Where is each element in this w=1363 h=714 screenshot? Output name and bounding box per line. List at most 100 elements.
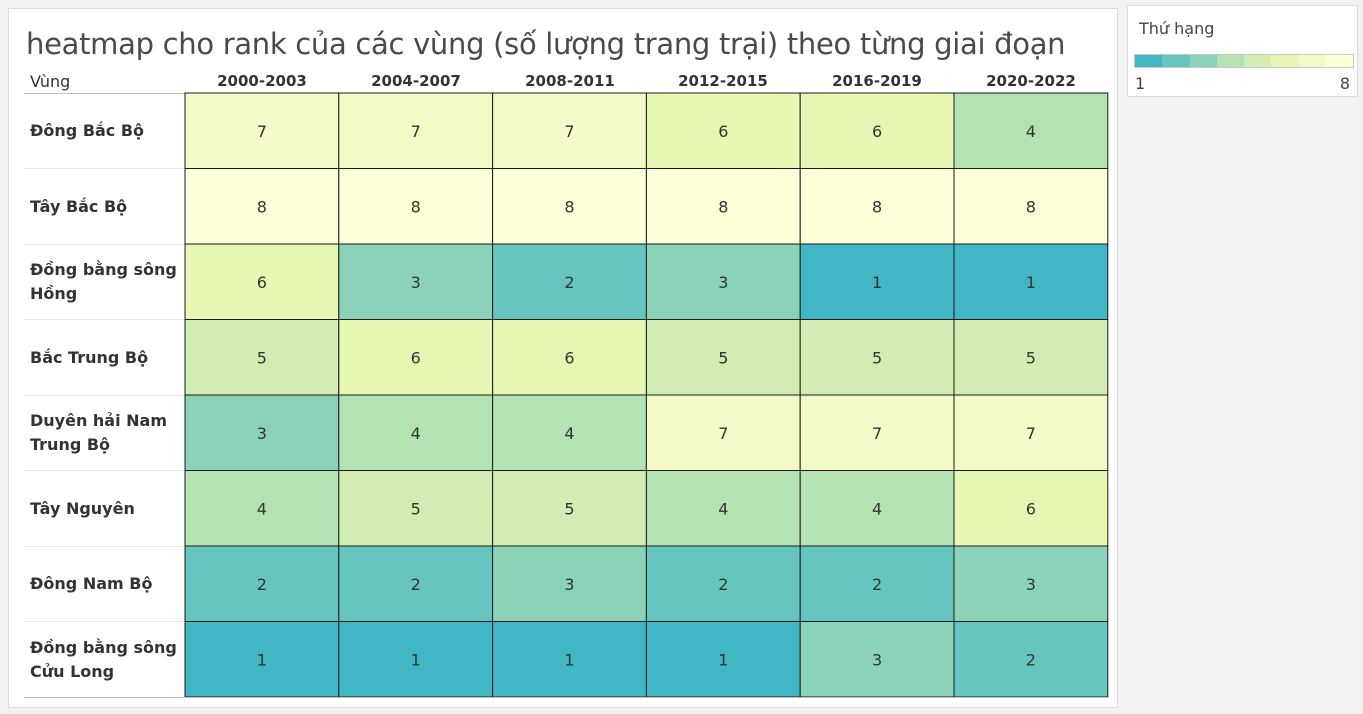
heatmap-cell [953, 92, 1109, 169]
cell-value-label: 6 [718, 122, 728, 141]
heatmap-cell [799, 168, 955, 245]
row-separator [24, 546, 185, 547]
row-separator [24, 319, 185, 320]
cell-value-label: 7 [718, 424, 728, 443]
legend-swatch [1271, 55, 1299, 67]
legend-title: Thứ hạng [1139, 19, 1215, 38]
legend-swatch [1135, 55, 1163, 67]
column-label: 2020-2022 [986, 72, 1076, 90]
legend-color-ramp [1134, 54, 1354, 68]
heatmap-cell [645, 92, 801, 169]
cell-value-label: 6 [411, 348, 421, 367]
legend-min-label: 1 [1135, 74, 1146, 93]
cell-value-label: 3 [564, 575, 574, 594]
heatmap-cell [645, 319, 801, 396]
cell-value-label: 7 [411, 122, 421, 141]
heatmap-cell [184, 621, 340, 698]
cell-value-label: 1 [564, 650, 574, 669]
heatmap-cell [492, 92, 647, 169]
legend-swatch [1298, 55, 1326, 67]
heatmap-cell [184, 168, 340, 245]
cell-value-label: 7 [257, 122, 267, 141]
heatmap-cell [953, 394, 1109, 471]
cell-value-label: 6 [257, 273, 267, 292]
row-label: Bắc Trung Bộ [30, 347, 149, 367]
cell-value-label: 4 [564, 424, 574, 443]
heatmap-cell [184, 243, 340, 320]
row-label: Đồng bằng sông Hồng [30, 259, 177, 303]
legend-swatch [1325, 55, 1353, 67]
legend-swatch [1244, 55, 1272, 67]
row-header-label: Vùng [30, 72, 71, 91]
cell-value-label: 8 [257, 197, 267, 216]
heatmap-cell [953, 243, 1109, 320]
row-label: Tây Bắc Bộ [30, 196, 128, 216]
heatmap-cell [799, 621, 955, 698]
cell-value-label: 2 [257, 575, 267, 594]
heatmap-cell [799, 92, 955, 169]
heatmap-cell [645, 545, 801, 622]
cell-value-label: 2 [411, 575, 421, 594]
cell-value-label: 7 [564, 122, 574, 141]
legend-panel: Thứ hạng 1 8 [1127, 5, 1358, 97]
heatmap-cell [799, 394, 955, 471]
cell-value-label: 2 [872, 575, 882, 594]
heatmap-cell [184, 92, 340, 169]
cell-value-label: 3 [1026, 575, 1036, 594]
column-label: 2008-2011 [525, 72, 615, 90]
heatmap-cell [338, 319, 494, 396]
heatmap-cell [492, 394, 647, 471]
bottom-divider [24, 697, 1108, 698]
heatmap-cell [799, 319, 955, 396]
cell-value-label: 6 [1026, 499, 1036, 518]
heatmap-cell [338, 621, 494, 698]
cell-value-label: 6 [872, 122, 882, 141]
cell-value-label: 1 [257, 650, 267, 669]
cell-value-label: 5 [564, 499, 574, 518]
cell-value-label: 3 [257, 424, 267, 443]
heatmap-grid: 7 7 7 6 6 4 8 8 8 8 8 8 6 3 2 3 1 1 5 6 6 5 5 5 3 4 4 7 7 7 4 5 5 4 4 6 2 2 3 2… [184, 92, 1109, 698]
column-label: 2000-2003 [217, 72, 307, 90]
cell-value-label: 4 [257, 499, 267, 518]
heatmap-cell [492, 621, 647, 698]
heatmap-cell [492, 243, 647, 320]
heatmap-cell [953, 545, 1109, 622]
legend-swatch [1162, 55, 1190, 67]
cell-value-label: 5 [872, 348, 882, 367]
row-label: Đông Bắc Bộ [30, 120, 145, 140]
cell-value-label: 1 [411, 650, 421, 669]
heatmap-cell [953, 319, 1109, 396]
column-label: 2016-2019 [832, 72, 922, 90]
cell-value-label: 1 [718, 650, 728, 669]
cell-value-label: 7 [872, 424, 882, 443]
cell-value-label: 5 [411, 499, 421, 518]
heatmap-cell [184, 319, 340, 396]
row-separator [24, 244, 185, 245]
cell-value-label: 7 [1026, 424, 1036, 443]
heatmap-cell [645, 243, 801, 320]
cell-value-label: 4 [872, 499, 882, 518]
cell-value-label: 8 [564, 197, 574, 216]
row-separator [24, 395, 185, 396]
cell-value-label: 5 [257, 348, 267, 367]
heatmap-cell [338, 243, 494, 320]
cell-value-label: 4 [718, 499, 728, 518]
cell-value-label: 6 [564, 348, 574, 367]
cell-value-label: 3 [411, 273, 421, 292]
cell-value-label: 3 [872, 650, 882, 669]
cell-value-label: 8 [1026, 197, 1036, 216]
cell-value-label: 4 [411, 424, 421, 443]
heatmap-cell [645, 394, 801, 471]
cell-value-label: 2 [564, 273, 574, 292]
cell-value-label: 1 [872, 273, 882, 292]
heatmap-panel: heatmap cho rank của các vùng (số lượng … [8, 8, 1118, 708]
legend-max-label: 8 [1339, 74, 1350, 93]
heatmap-cell [338, 394, 494, 471]
cell-value-label: 5 [718, 348, 728, 367]
row-label: Duyên hải Nam Trung Bộ [30, 410, 168, 454]
row-label: Đồng bằng sông Cửu Long [30, 637, 177, 681]
cell-value-label: 3 [718, 273, 728, 292]
legend-swatch [1189, 55, 1217, 67]
heatmap-cell [953, 621, 1109, 698]
row-label: Đông Nam Bộ [30, 573, 153, 593]
